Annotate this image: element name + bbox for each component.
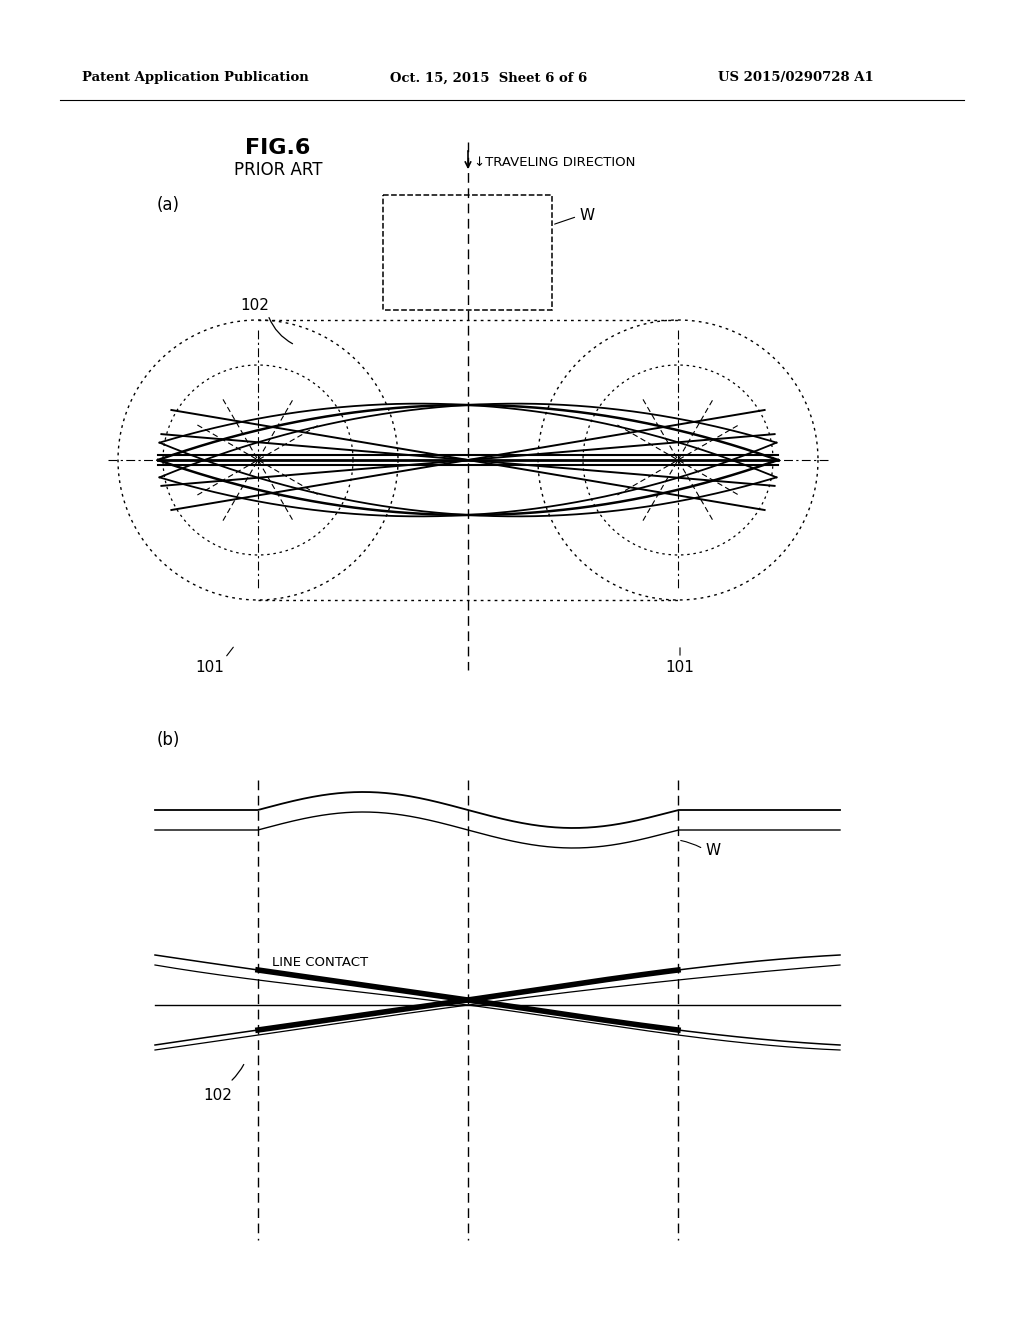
Text: W: W [555,209,595,224]
Text: W: W [681,841,721,858]
Text: Oct. 15, 2015  Sheet 6 of 6: Oct. 15, 2015 Sheet 6 of 6 [390,71,587,84]
Text: 101: 101 [666,660,694,676]
Text: US 2015/0290728 A1: US 2015/0290728 A1 [718,71,873,84]
Text: FIG.6: FIG.6 [246,139,310,158]
Text: PRIOR ART: PRIOR ART [233,161,323,180]
Text: Patent Application Publication: Patent Application Publication [82,71,309,84]
Text: LINE CONTACT: LINE CONTACT [272,956,368,969]
Text: (a): (a) [157,195,180,214]
Text: ↓TRAVELING DIRECTION: ↓TRAVELING DIRECTION [474,156,635,169]
Text: 102: 102 [240,297,269,313]
Text: 101: 101 [196,660,224,676]
Text: (b): (b) [157,731,180,748]
Bar [383,195,552,310]
Text: 102: 102 [204,1088,232,1102]
